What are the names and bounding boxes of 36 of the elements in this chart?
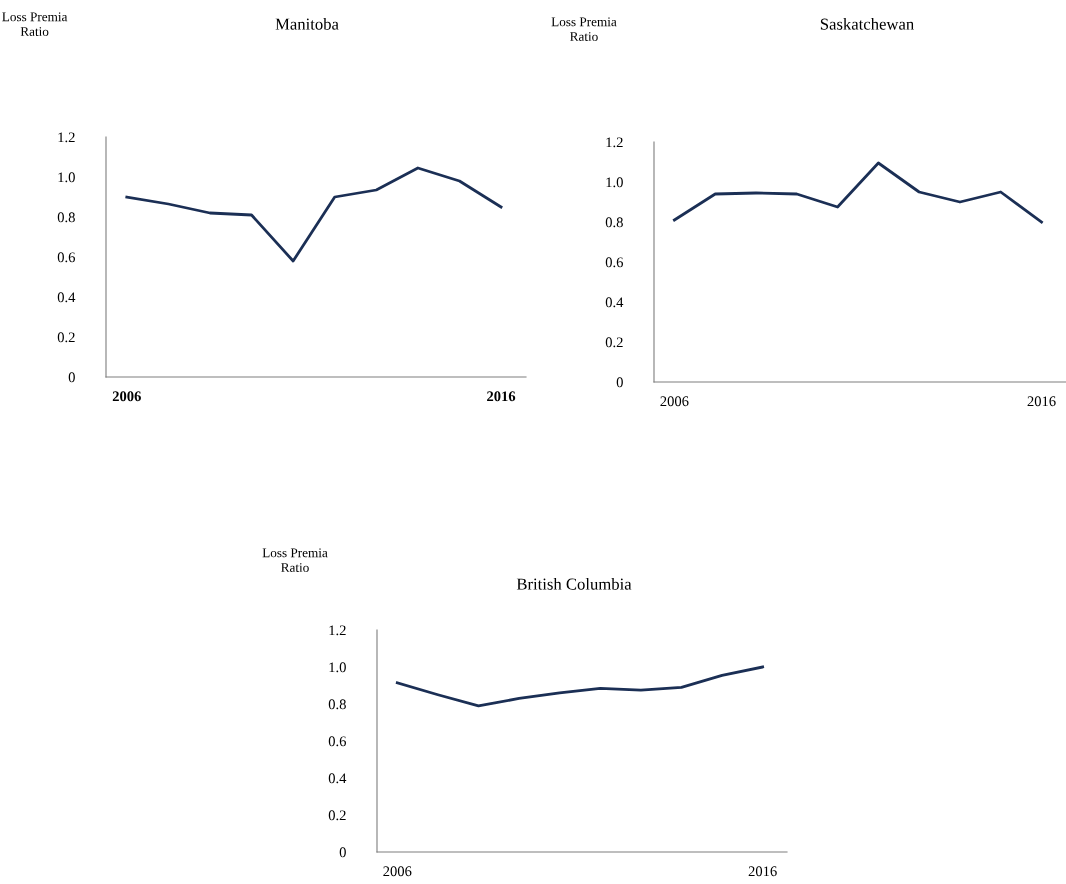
y-tick-label: 0.4 (605, 297, 624, 308)
y-axis-title: Loss Premia Ratio (262, 548, 328, 572)
y-tick-label: 0.8 (328, 699, 346, 710)
y-tick-label: 0.8 (605, 217, 623, 228)
line-series (125, 166, 503, 263)
y-tick-label: 0 (68, 372, 75, 383)
y-tick-label: 1.0 (329, 662, 346, 673)
y-tick-label: 0 (616, 377, 623, 388)
x-tick-label: 2016 (748, 866, 777, 877)
y-tick-label: 0.2 (328, 810, 346, 821)
y-tick-label: 0.6 (328, 736, 347, 747)
y-tick-label: 1.0 (606, 177, 623, 188)
line-series (395, 665, 765, 708)
x-tick-label: 2006 (383, 866, 412, 877)
y-tick-label: 1.2 (329, 625, 346, 636)
y-axis-title: Loss Premia Ratio (551, 17, 617, 41)
chart-title: Manitoba (275, 18, 339, 30)
y-tick-label: 0.6 (57, 252, 76, 263)
y-tick-label: 0.4 (328, 773, 347, 784)
chart-title: Saskatchewan (820, 18, 914, 30)
y-tick-label: 1.2 (606, 137, 623, 148)
y-tick-label: 1.2 (58, 132, 75, 143)
y-tick-label: 0.4 (57, 292, 76, 303)
y-tick-label: 0.6 (605, 257, 624, 268)
x-tick-label: 2016 (487, 391, 516, 402)
line-series (673, 161, 1043, 224)
chart-title: British Columbia (516, 578, 632, 590)
x-tick-label: 2006 (112, 391, 141, 402)
y-tick-label: 0.2 (57, 332, 75, 343)
y-axis-title: Loss Premia Ratio (2, 12, 68, 36)
y-tick-label: 0.2 (605, 337, 623, 348)
y-tick-label: 1.0 (58, 172, 75, 183)
y-tick-label: 0 (339, 847, 346, 858)
x-tick-label: 2006 (660, 396, 689, 407)
y-tick-label: 0.8 (57, 212, 75, 223)
x-tick-label: 2016 (1027, 396, 1056, 407)
